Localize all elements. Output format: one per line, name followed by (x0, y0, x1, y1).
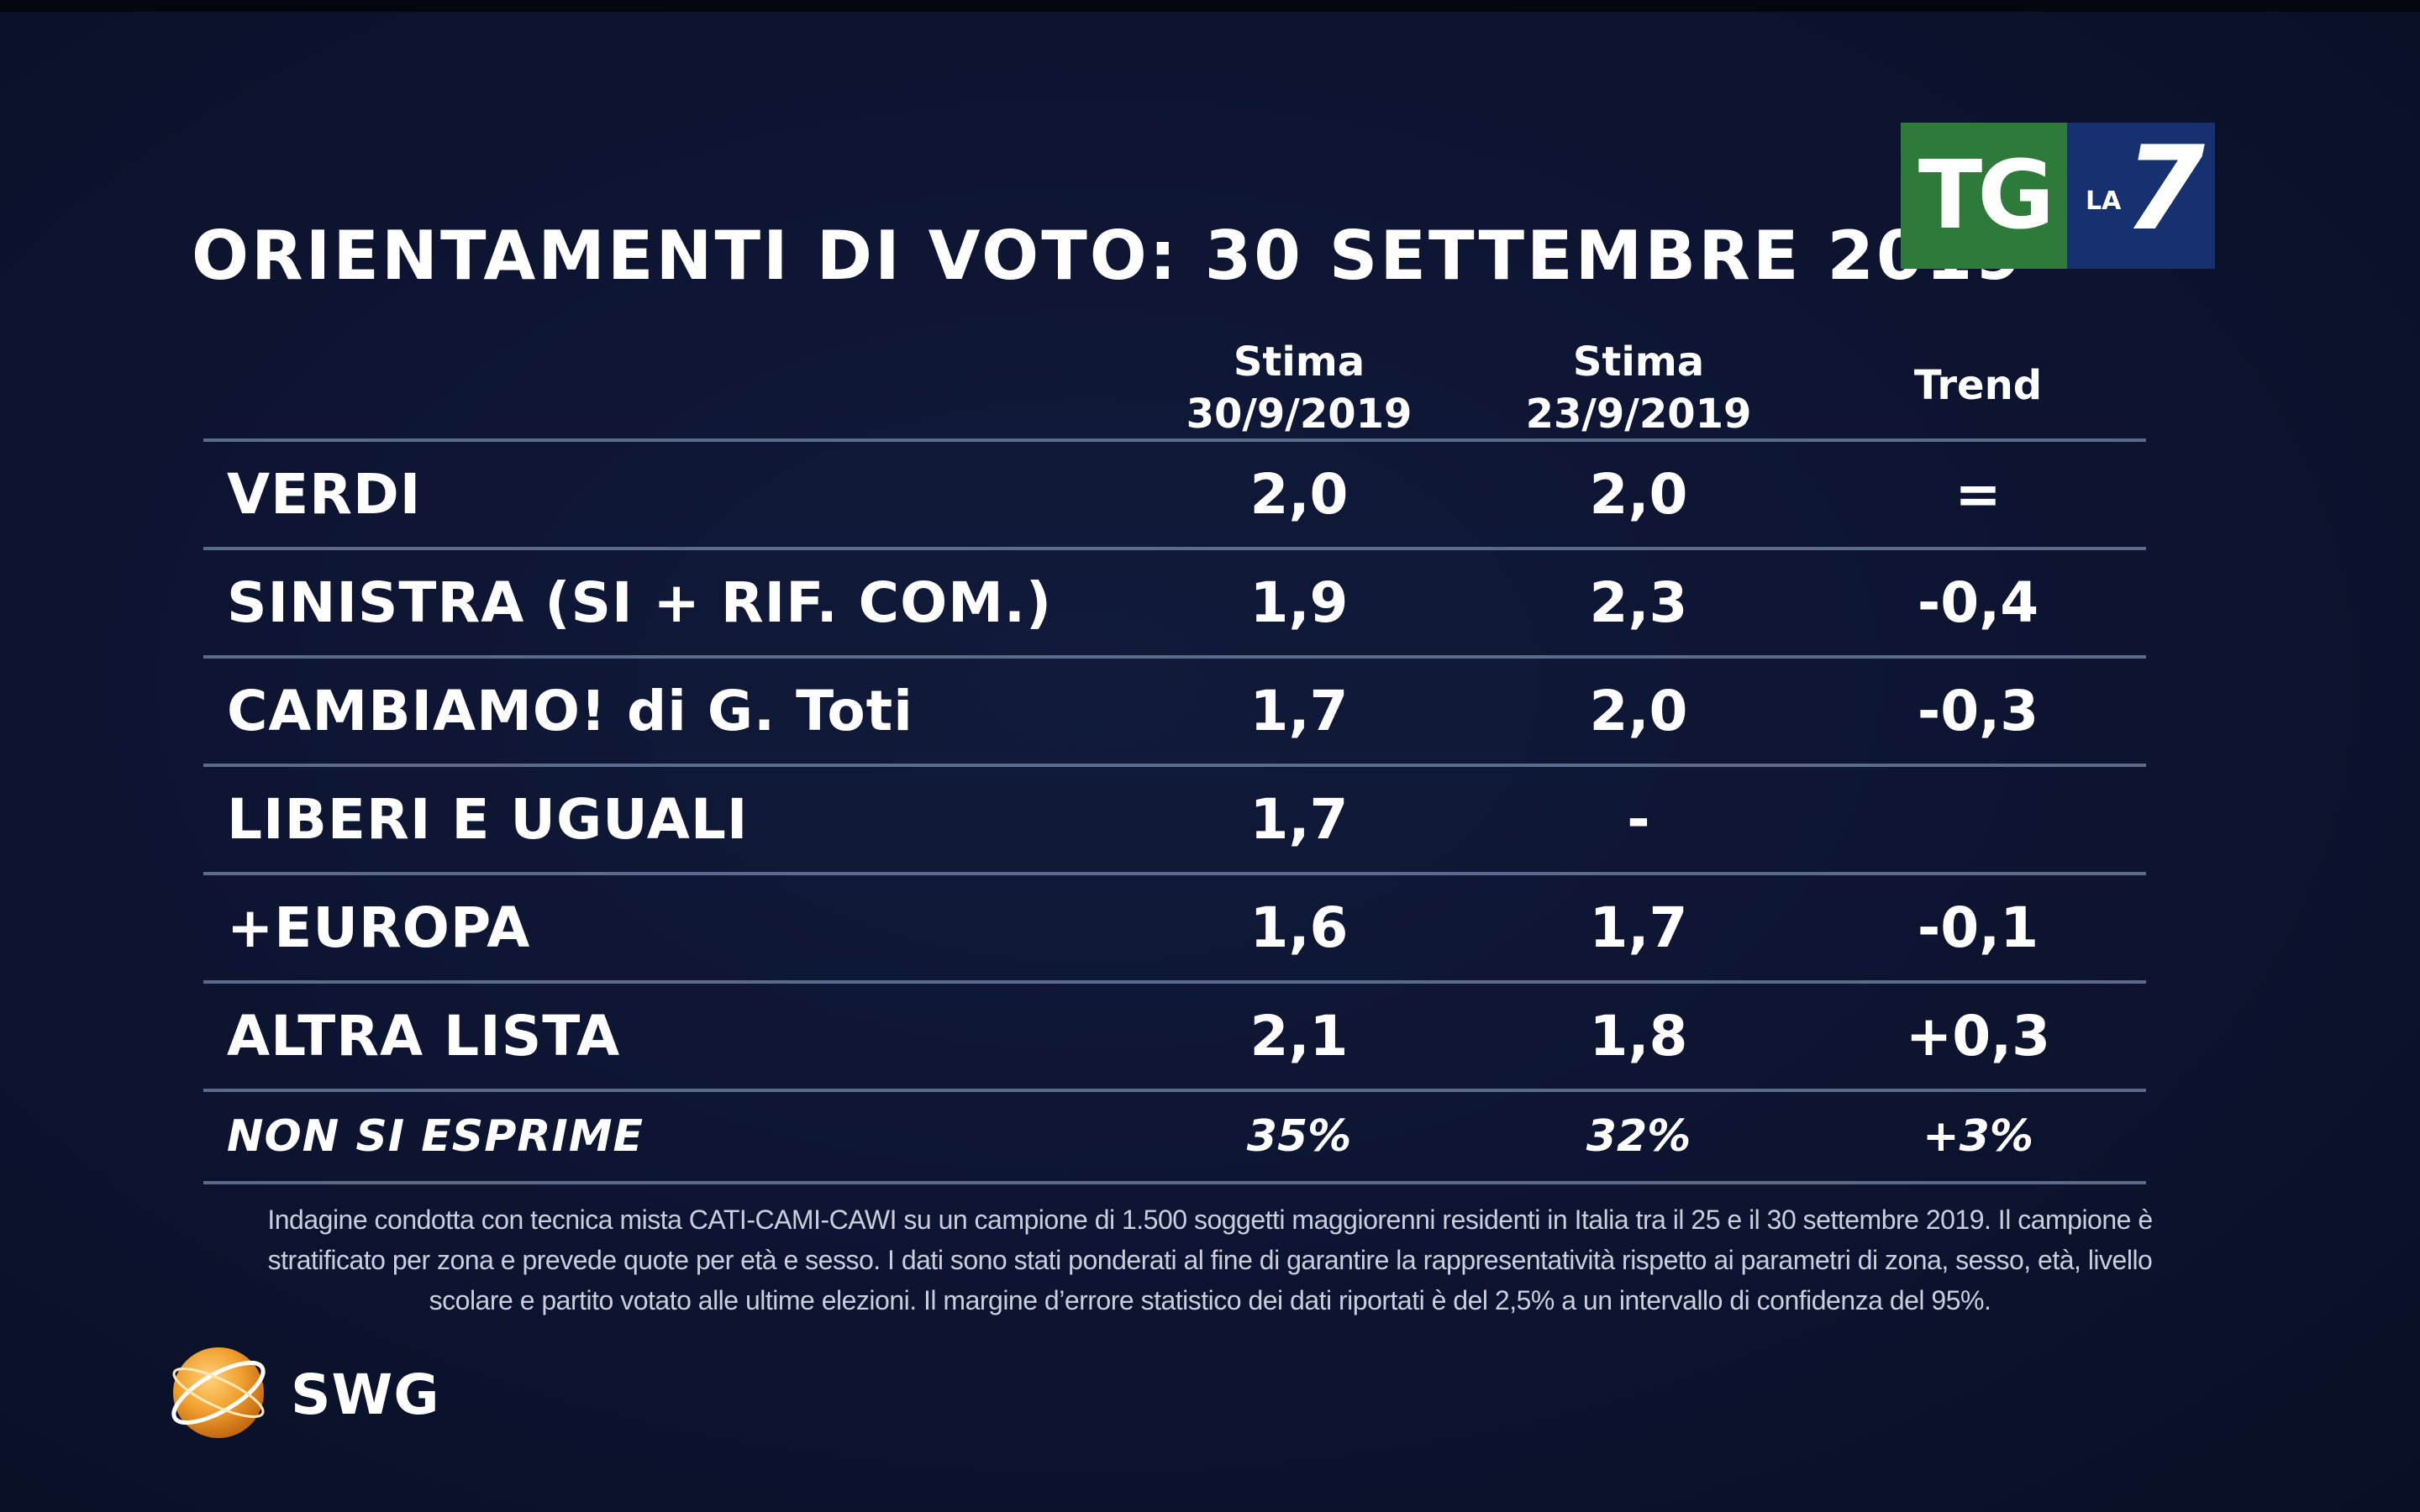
stima-23-9-value: 32% (1586, 1111, 1691, 1162)
trend-value: +3% (1923, 1111, 2033, 1162)
table-row: NON SI ESPRIME 35% 32% +3% (203, 1092, 2146, 1181)
stima-23-9-value: 2,0 (1589, 679, 1688, 743)
poll-table: VERDI 2,0 2,0 = SINISTRA (SI + RIF. COM.… (203, 438, 2146, 1184)
methodology-line: stratificato per zona e prevede quote pe… (267, 1245, 2153, 1275)
trend-value: -0,4 (1917, 570, 2039, 635)
column-header-line1: Trend (1913, 362, 2043, 409)
trend-value: -0,3 (1917, 679, 2039, 743)
methodology-line: Indagine condotta con tecnica mista CATI… (267, 1205, 2153, 1235)
stima-30-9-value: 35% (1246, 1111, 1352, 1162)
logo-la: LA (2086, 186, 2122, 216)
globe-icon (171, 1347, 266, 1438)
logo-seven: 7 (2124, 121, 2206, 256)
table-row: +EUROPA 1,6 1,7 -0,1 (203, 875, 2146, 980)
logo-la7: LA 7 (2067, 123, 2215, 269)
party-name: LIBERI E UGUALI (227, 787, 749, 852)
party-name: VERDI (227, 462, 422, 527)
tg-la7-logo: TG LA 7 (1901, 123, 2215, 269)
trend-value: +0,3 (1905, 1004, 2051, 1068)
table-divider (203, 1181, 2146, 1184)
stima-23-9-value: - (1627, 787, 1650, 852)
table-divider (203, 980, 2146, 984)
table-divider (203, 1089, 2146, 1092)
party-name: +EUROPA (227, 895, 531, 960)
stima-23-9-value: 1,8 (1589, 1004, 1688, 1068)
table-row: CAMBIAMO! di G. Toti 1,7 2,0 -0,3 (203, 659, 2146, 764)
column-header-stima-23-9: Stima 23/9/2019 (1470, 336, 1807, 440)
table-row: SINISTRA (SI + RIF. COM.) 1,9 2,3 -0,4 (203, 550, 2146, 655)
table-row: LIBERI E UGUALI 1,7 - (203, 767, 2146, 872)
top-border (0, 0, 2420, 12)
table-row: VERDI 2,0 2,0 = (203, 442, 2146, 547)
trend-value (1810, 767, 2146, 872)
table-row: ALTRA LISTA 2,1 1,8 +0,3 (203, 984, 2146, 1089)
stima-30-9-value: 2,1 (1249, 1004, 1349, 1068)
party-name: CAMBIAMO! di G. Toti (227, 679, 913, 743)
column-header-stima-30-9: Stima 30/9/2019 (1131, 336, 1467, 440)
column-header-line1: Stima (1572, 339, 1705, 386)
swg-wordmark: SWG (291, 1362, 440, 1427)
stima-30-9-value: 1,7 (1249, 787, 1349, 852)
methodology-note: Indagine condotta con tecnica mista CATI… (180, 1200, 2240, 1320)
table-divider (203, 655, 2146, 659)
party-name: NON SI ESPRIME (227, 1111, 644, 1162)
stima-23-9-value: 2,3 (1589, 570, 1688, 635)
trend-value: = (1954, 462, 2002, 527)
table-divider (203, 547, 2146, 550)
table-divider (203, 872, 2146, 875)
stima-23-9-value: 2,0 (1589, 462, 1688, 527)
party-name: ALTRA LISTA (227, 1004, 621, 1068)
column-header-line2: 30/9/2019 (1186, 391, 1413, 438)
page-title: ORIENTAMENTI DI VOTO: 30 SETTEMBRE 2019 (192, 217, 2025, 295)
trend-value: -0,1 (1917, 895, 2039, 960)
stima-23-9-value: 1,7 (1589, 895, 1688, 960)
party-name: SINISTRA (SI + RIF. COM.) (227, 570, 1053, 635)
swg-logo: SWG (160, 1334, 445, 1452)
column-header-line2: 23/9/2019 (1525, 391, 1752, 438)
stima-30-9-value: 1,7 (1249, 679, 1349, 743)
column-header-trend: Trend (1810, 360, 2146, 412)
stima-30-9-value: 1,9 (1249, 570, 1349, 635)
stima-30-9-value: 1,6 (1249, 895, 1349, 960)
column-header-line1: Stima (1233, 339, 1365, 386)
stima-30-9-value: 2,0 (1249, 462, 1349, 527)
table-divider (203, 438, 2146, 442)
table-divider (203, 764, 2146, 767)
methodology-line: scolare e partito votato alle ultime ele… (429, 1285, 1991, 1315)
logo-tg: TG (1901, 123, 2067, 269)
